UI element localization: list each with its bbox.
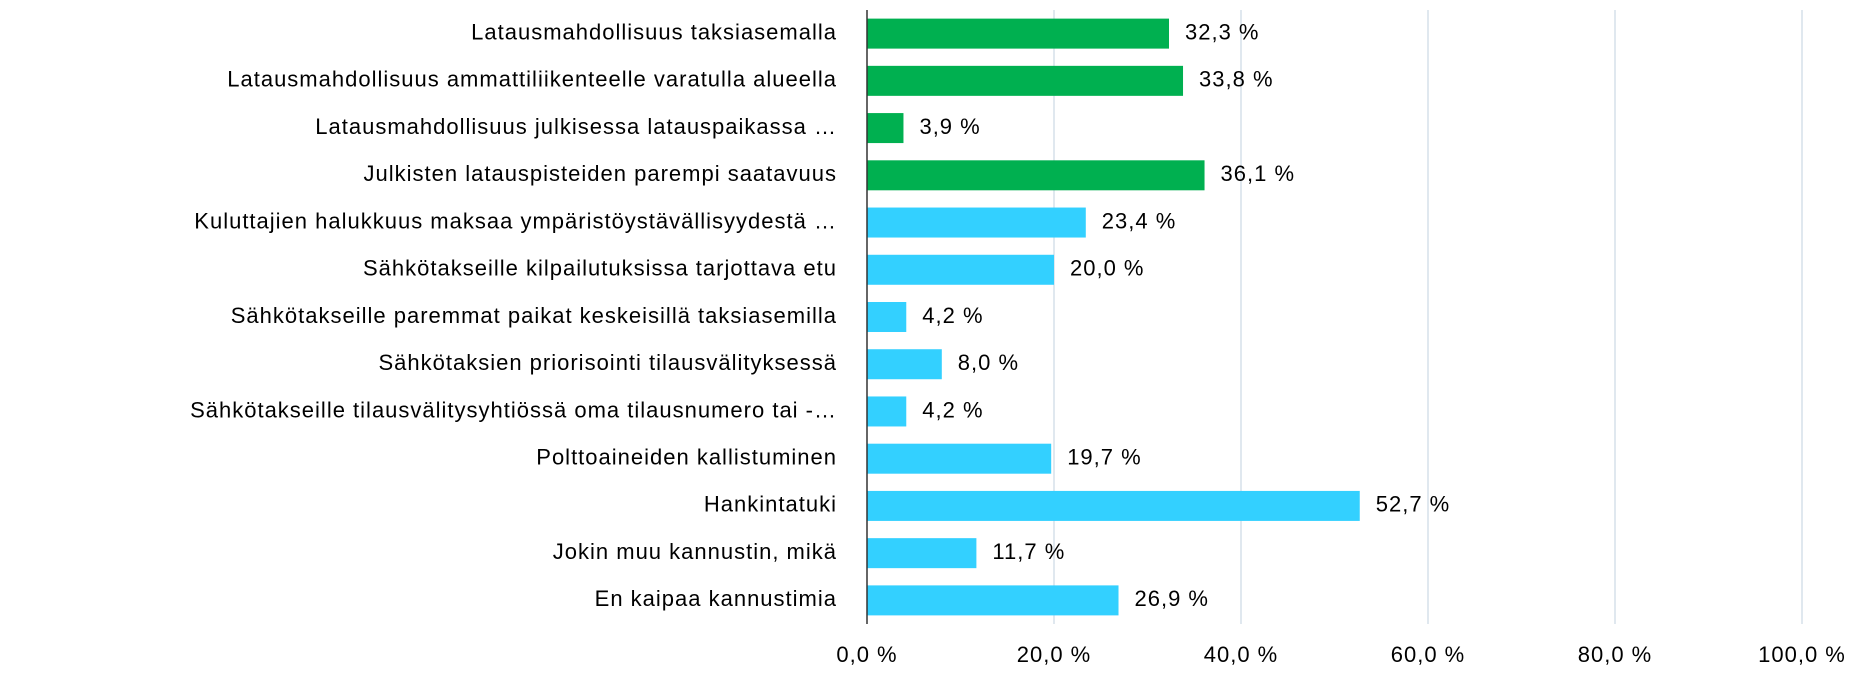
y-tick-label: En kaipaa kannustimia <box>595 586 837 611</box>
x-tick-label: 0,0 % <box>836 642 897 667</box>
y-tick-label: Julkisten latauspisteiden parempi saatav… <box>364 161 837 186</box>
bar <box>867 254 1054 285</box>
data-label: 36,1 % <box>1221 161 1296 186</box>
bar <box>867 302 907 332</box>
y-tick-label: Sähkötaksien priorisointi tilausvälityks… <box>378 350 837 375</box>
y-tick-label: Polttoaineiden kallistuminen <box>536 445 837 470</box>
x-tick-label: 60,0 % <box>1391 642 1466 667</box>
data-label: 4,2 % <box>922 397 983 422</box>
data-label: 4,2 % <box>922 303 983 328</box>
y-tick-label: Kuluttajien halukkuus maksaa ympäristöys… <box>194 208 837 233</box>
x-tick-label: 40,0 % <box>1204 642 1279 667</box>
bar <box>867 207 1086 238</box>
y-tick-label: Sähkötakseille tilausvälitysyhtiössä oma… <box>190 397 837 422</box>
data-label: 26,9 % <box>1135 586 1210 611</box>
data-label: 20,0 % <box>1070 256 1145 281</box>
bar <box>867 538 977 569</box>
y-tick-label: Latausmahdollisuus ammattiliikenteelle v… <box>227 67 837 92</box>
bar <box>867 18 1170 49</box>
bar <box>867 396 907 427</box>
bar <box>867 443 1052 474</box>
bar <box>867 113 904 144</box>
bar <box>867 349 942 380</box>
y-tick-label: Latausmahdollisuus taksiasemalla <box>471 19 837 44</box>
data-label: 33,8 % <box>1199 67 1274 92</box>
x-tick-label: 20,0 % <box>1017 642 1092 667</box>
data-label: 23,4 % <box>1102 208 1177 233</box>
data-label: 8,0 % <box>958 350 1019 375</box>
bar <box>867 490 1360 521</box>
x-tick-label: 100,0 % <box>1758 642 1846 667</box>
y-tick-label: Hankintatuki <box>704 492 837 517</box>
y-tick-label: Sähkötakseille kilpailutuksissa tarjotta… <box>363 256 837 281</box>
data-label: 11,7 % <box>992 539 1065 564</box>
bar <box>867 65 1184 96</box>
y-tick-label: Jokin muu kannustin, mikä <box>553 539 837 564</box>
bar <box>867 160 1205 191</box>
x-tick-label: 80,0 % <box>1578 642 1653 667</box>
bar <box>867 585 1119 616</box>
data-label: 3,9 % <box>919 114 980 139</box>
data-label: 32,3 % <box>1185 19 1260 44</box>
y-tick-label: Sähkötakseille paremmat paikat keskeisil… <box>231 303 837 328</box>
data-label: 52,7 % <box>1376 492 1451 517</box>
y-tick-label: Latausmahdollisuus julkisessa latauspaik… <box>315 114 837 139</box>
data-label: 19,7 % <box>1067 445 1142 470</box>
